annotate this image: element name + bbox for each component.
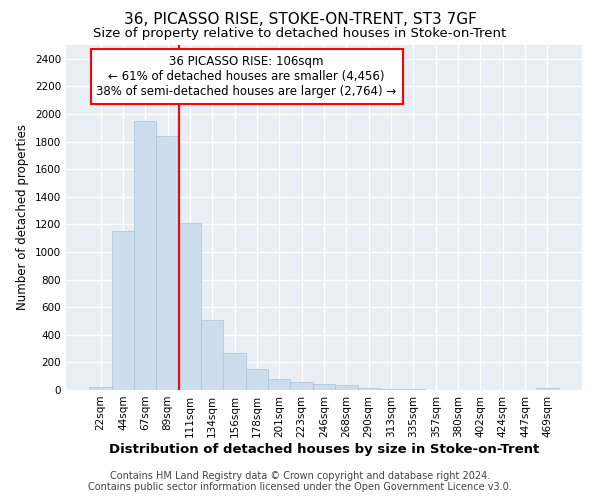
Bar (112, 232, 134, 390)
Bar (290, 382, 313, 390)
Text: Size of property relative to detached houses in Stoke-on-Trent: Size of property relative to detached ho… (94, 28, 506, 40)
Bar (201, 320, 223, 390)
Bar (536, 388, 559, 390)
Bar (179, 223, 201, 390)
Bar (268, 379, 290, 390)
Bar (223, 354, 246, 390)
Bar (335, 385, 358, 390)
Bar (157, 136, 179, 390)
Bar (89, 386, 112, 390)
Text: Contains HM Land Registry data © Crown copyright and database right 2024.
Contai: Contains HM Land Registry data © Crown c… (88, 471, 512, 492)
Bar (358, 388, 380, 390)
Bar (313, 384, 335, 390)
Bar (380, 389, 402, 390)
Y-axis label: Number of detached properties: Number of detached properties (16, 124, 29, 310)
Bar (246, 370, 268, 390)
Text: 36, PICASSO RISE, STOKE-ON-TRENT, ST3 7GF: 36, PICASSO RISE, STOKE-ON-TRENT, ST3 7G… (124, 12, 476, 28)
Bar (134, 121, 157, 390)
Text: 36 PICASSO RISE: 106sqm
← 61% of detached houses are smaller (4,456)
38% of semi: 36 PICASSO RISE: 106sqm ← 61% of detache… (97, 56, 397, 98)
X-axis label: Distribution of detached houses by size in Stoke-on-Trent: Distribution of detached houses by size … (109, 442, 539, 456)
